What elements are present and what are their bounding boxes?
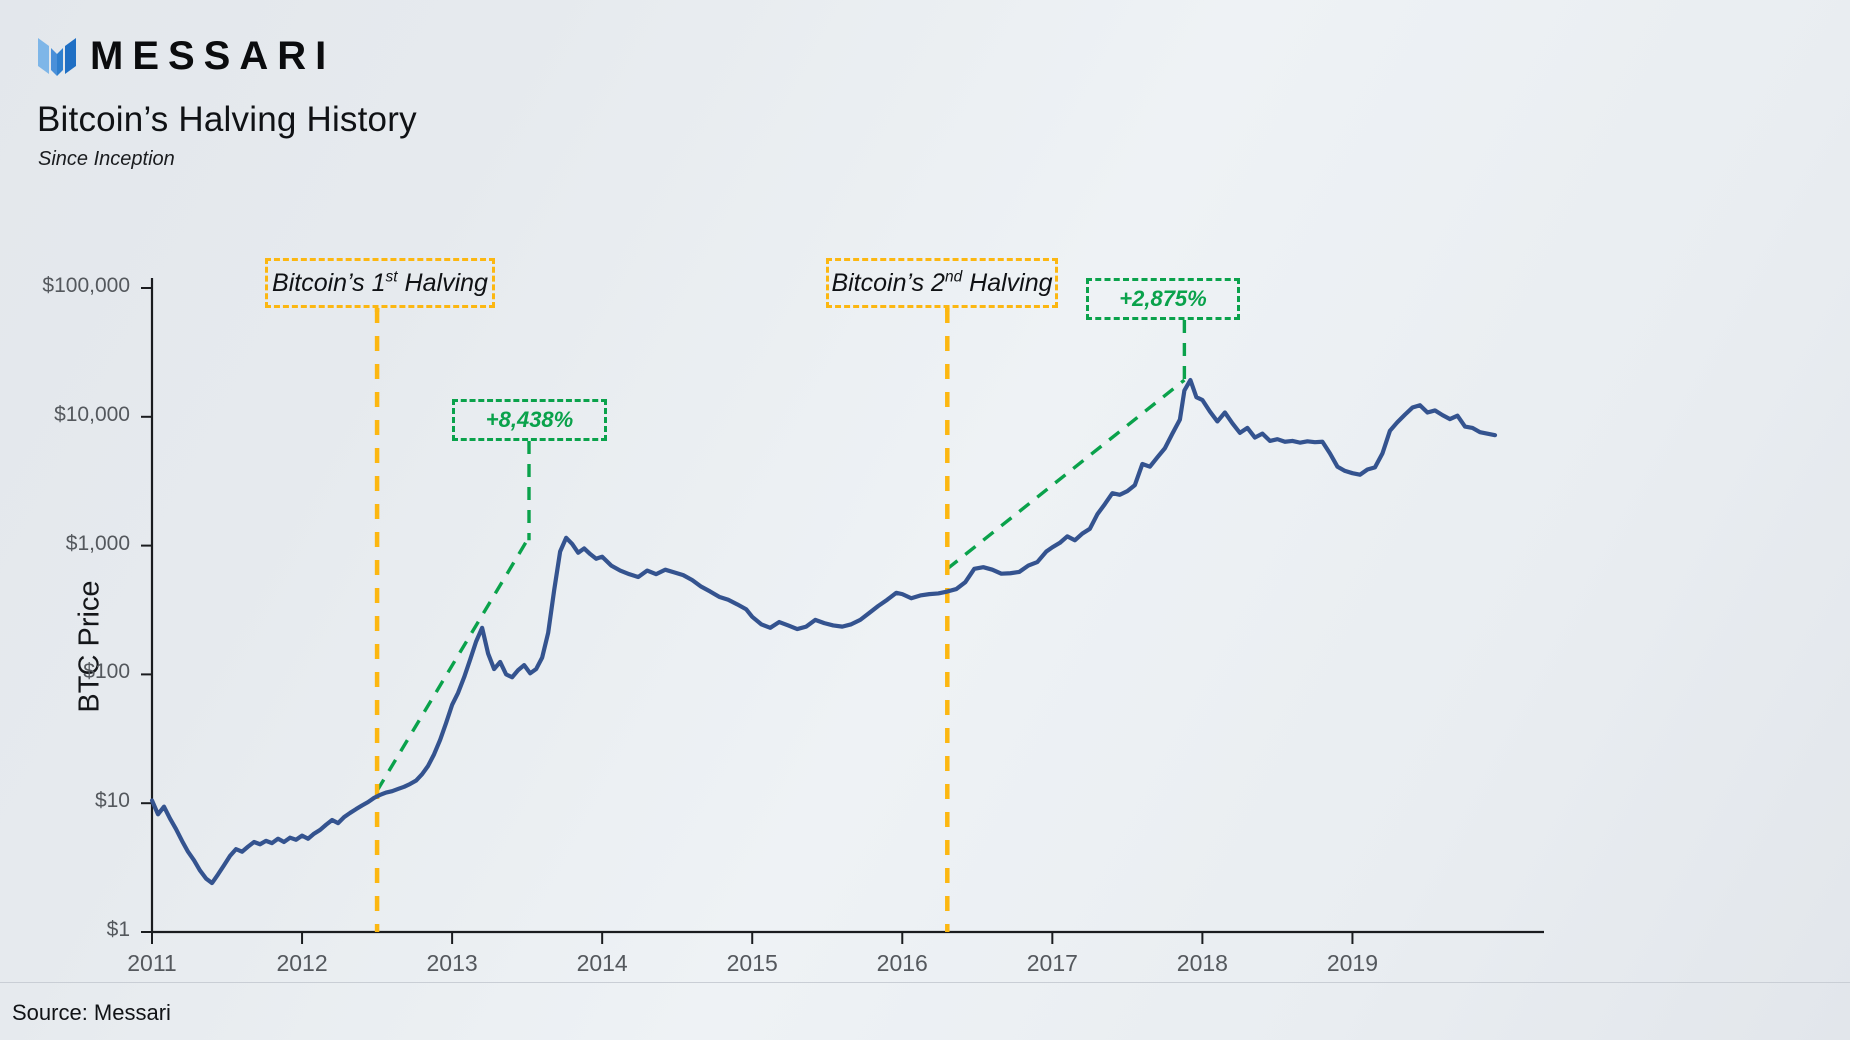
chart-svg — [141, 278, 1544, 944]
x-axis-tick-label: 2014 — [576, 950, 628, 976]
x-axis-tick-label: 2019 — [1326, 950, 1379, 976]
gain-2-line — [946, 378, 1186, 571]
chart-axes — [141, 278, 1544, 944]
x-axis-tick-label: 2018 — [1176, 950, 1228, 976]
price-line — [149, 377, 1498, 886]
price-series — [149, 377, 1498, 886]
x-axis-tick-label: 2016 — [876, 950, 928, 976]
y-axis-tick-label: $100,000 — [42, 274, 130, 297]
halving-markers — [374, 308, 950, 932]
x-axis-tick-label: 2017 — [1026, 950, 1078, 976]
x-axis-tick-label: 2015 — [726, 950, 778, 976]
messari-logo-icon — [38, 38, 76, 76]
annotation-connectors — [374, 308, 1187, 541]
annotation-halving-1-text: Bitcoin’s 1st Halving — [272, 268, 488, 297]
x-axis-tick-label: 2011 — [127, 950, 177, 976]
y-axis-tick-label: $10 — [94, 789, 130, 813]
y-axis-title: BTC Price — [73, 580, 106, 713]
annotation-gain-1: +8,438% — [452, 399, 607, 441]
page-title: Bitcoin’s Halving History — [37, 100, 417, 139]
y-axis-tick-label: $1 — [106, 918, 130, 941]
brand-name: MESSARI — [90, 34, 336, 78]
annotation-halving-2-text: Bitcoin’s 2nd Halving — [831, 268, 1053, 297]
x-axis-tick-label: 2012 — [276, 950, 328, 976]
chart-area: BTC Price $100,000 $10,000 $1,000 $100 $10 $1… — [42, 258, 1544, 976]
y-axis-tick-label: $1,000 — [65, 531, 130, 555]
page-subtitle: Since Inception — [38, 148, 175, 170]
annotation-halving-2: Bitcoin’s 2nd Halving — [826, 258, 1058, 308]
annotation-gain-2: +2,875% — [1086, 278, 1240, 320]
y-axis-tick-label: $10,000 — [54, 402, 130, 426]
annotation-halving-1: Bitcoin’s 1st Halving — [265, 258, 495, 308]
brand-logo: MESSARI — [38, 36, 335, 76]
gain-lines — [375, 378, 1186, 792]
footer-divider — [0, 982, 1850, 983]
source-label: Source: Messari — [12, 1000, 171, 1025]
gain-1-line — [375, 539, 529, 792]
x-axis-tick-label: 2013 — [426, 950, 478, 976]
y-axis-tick-label: $100 — [83, 660, 130, 684]
